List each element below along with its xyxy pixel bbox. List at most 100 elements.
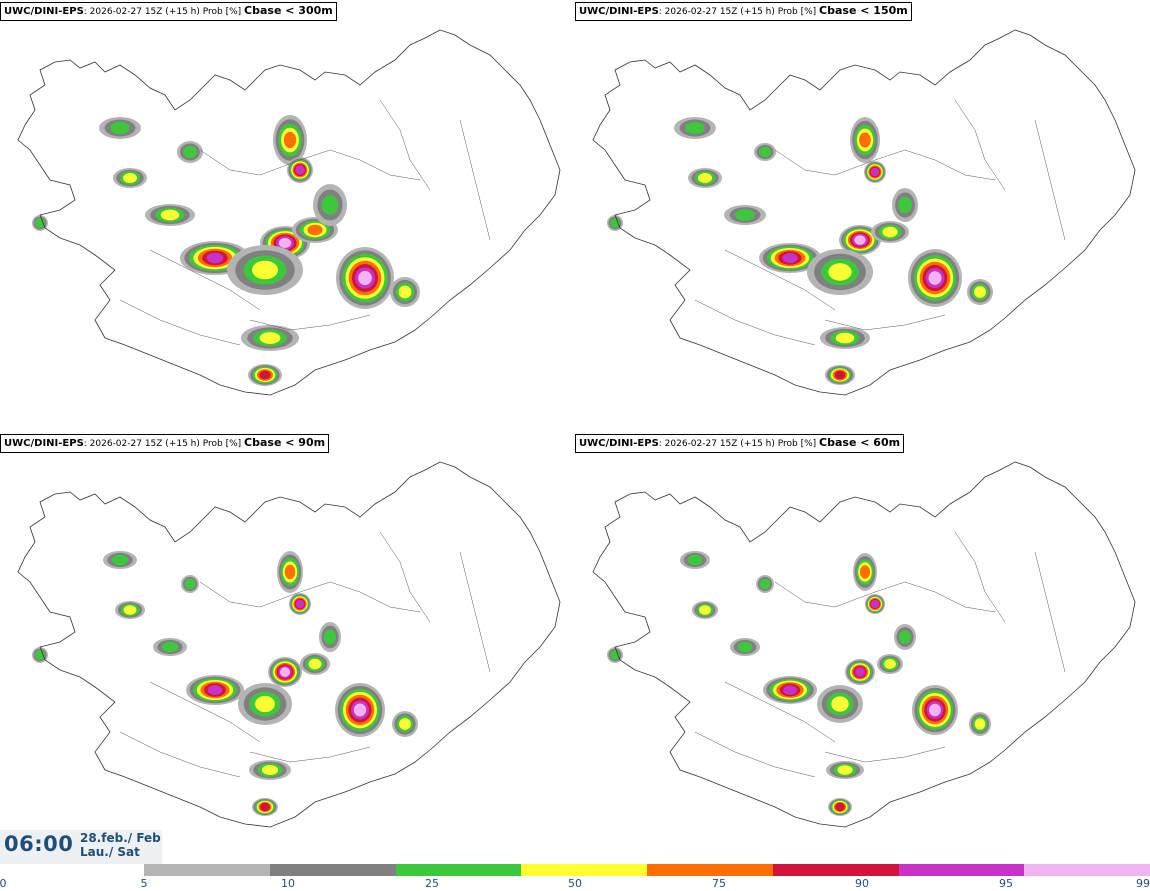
probability-contour [685, 122, 705, 134]
probability-contour [283, 131, 297, 149]
boundary-line [199, 581, 331, 608]
colorbar-tick-label: 5 [140, 877, 148, 890]
probability-contour [321, 195, 339, 215]
map-panel-4: UWC/DINI-EPS: 2026-02-27 15Z (+15 h) Pro… [575, 432, 1150, 862]
colorbar-tick-label: 50 [568, 877, 582, 890]
boundary-line [119, 299, 241, 346]
boundary-line [329, 581, 421, 613]
boundary-line [119, 731, 241, 778]
iceland-map [17, 461, 561, 828]
boundary-line [379, 99, 431, 191]
probability-contour [399, 718, 411, 730]
probability-contour [252, 260, 278, 280]
probability-contour [782, 253, 798, 263]
valid-date-line1: 28.feb./ Feb [80, 831, 161, 845]
probability-contour [837, 765, 853, 775]
boundary-line [1034, 119, 1066, 241]
panel-title: UWC/DINI-EPS: 2026-02-27 15Z (+15 h) Pro… [575, 2, 912, 21]
coastline [17, 29, 561, 396]
probability-contour [870, 599, 880, 609]
boundary-line [904, 581, 996, 613]
probability-contour [284, 564, 296, 580]
valid-time-box: 06:00 28.feb./ Feb Lau./ Sat [0, 830, 162, 864]
boundary-line [954, 99, 1006, 191]
probability-contour [899, 630, 911, 644]
colorbar-segment [144, 864, 270, 876]
map-panel-2: UWC/DINI-EPS: 2026-02-27 15Z (+15 h) Pro… [575, 0, 1150, 430]
probability-contour [884, 659, 896, 669]
probability-contour [280, 667, 290, 677]
probability-contour [111, 554, 129, 566]
probability-contour [929, 703, 941, 717]
panel-title: UWC/DINI-EPS: 2026-02-27 15Z (+15 h) Pro… [575, 434, 905, 453]
boundary-line [149, 681, 261, 743]
boundary-line [149, 249, 261, 311]
probability-contour [110, 122, 130, 134]
map-panel-3: UWC/DINI-EPS: 2026-02-27 15Z (+15 h) Pro… [0, 432, 575, 862]
probability-contour [255, 695, 275, 713]
colorbar-segment [1024, 864, 1150, 876]
valid-time: 06:00 [4, 832, 74, 856]
probability-contour [295, 165, 305, 175]
boundary-line [459, 119, 491, 241]
iceland-map [17, 29, 561, 396]
probability-contour [353, 703, 367, 717]
map-panel-1: UWC/DINI-EPS: 2026-02-27 15Z (+15 h) Pro… [0, 0, 575, 430]
boundary-line [249, 746, 371, 763]
probability-contour [870, 167, 880, 177]
probability-contour [835, 802, 845, 812]
colorbar-tick-label: 0 [0, 877, 7, 890]
probability-contour [260, 802, 270, 812]
probability-contour [207, 685, 223, 695]
boundary-line [249, 314, 371, 331]
probability-contour [123, 605, 137, 615]
iceland-map [592, 29, 1136, 396]
boundary-line [824, 314, 946, 331]
probability-contour [687, 554, 703, 566]
colorbar-tick-label: 95 [999, 877, 1013, 890]
boundary-line [199, 149, 331, 176]
probability-contour [308, 658, 322, 670]
boundary-line [904, 149, 996, 181]
probability-contour [123, 173, 137, 183]
probability-contour [974, 286, 986, 298]
colorbar-tick-label: 10 [281, 877, 295, 890]
probability-contour [859, 132, 871, 148]
boundary-line [329, 149, 421, 181]
probability-contour [161, 641, 179, 653]
probability-contour [928, 271, 942, 285]
colorbar-tick-label: 75 [712, 877, 726, 890]
probability-contour [735, 209, 755, 221]
valid-date: 28.feb./ Feb Lau./ Sat [80, 831, 161, 859]
coastline [592, 461, 1136, 828]
probability-contour [759, 578, 771, 590]
probability-contour [261, 765, 279, 775]
probability-contour [831, 696, 849, 712]
panel-title: UWC/DINI-EPS: 2026-02-27 15Z (+15 h) Pro… [0, 2, 337, 21]
boundary-line [694, 299, 816, 346]
boundary-line [774, 149, 906, 176]
iceland-map [592, 461, 1136, 828]
boundary-line [379, 531, 431, 623]
probability-contour [184, 578, 196, 590]
colorbar-segment [269, 864, 396, 876]
boundary-line [459, 551, 491, 673]
probability-contour [759, 146, 771, 158]
probability-contour [835, 332, 855, 344]
coastline [592, 29, 1136, 396]
probability-contour [855, 667, 865, 677]
probability-contour [854, 235, 866, 245]
colorbar-tick-label: 99 [1136, 877, 1150, 890]
colorbar-segment [898, 864, 1025, 876]
probability-contour [278, 238, 292, 248]
probability-contour [206, 252, 224, 264]
colorbar-segment [395, 864, 522, 876]
probability-colorbar [144, 864, 1150, 876]
probability-contour [783, 685, 797, 695]
boundary-line [724, 681, 836, 743]
boundary-line [774, 581, 906, 608]
colorbar-tick-label: 25 [425, 877, 439, 890]
panel-title: UWC/DINI-EPS: 2026-02-27 15Z (+15 h) Pro… [0, 434, 330, 453]
probability-contour [882, 226, 898, 238]
probability-contour [295, 599, 305, 609]
